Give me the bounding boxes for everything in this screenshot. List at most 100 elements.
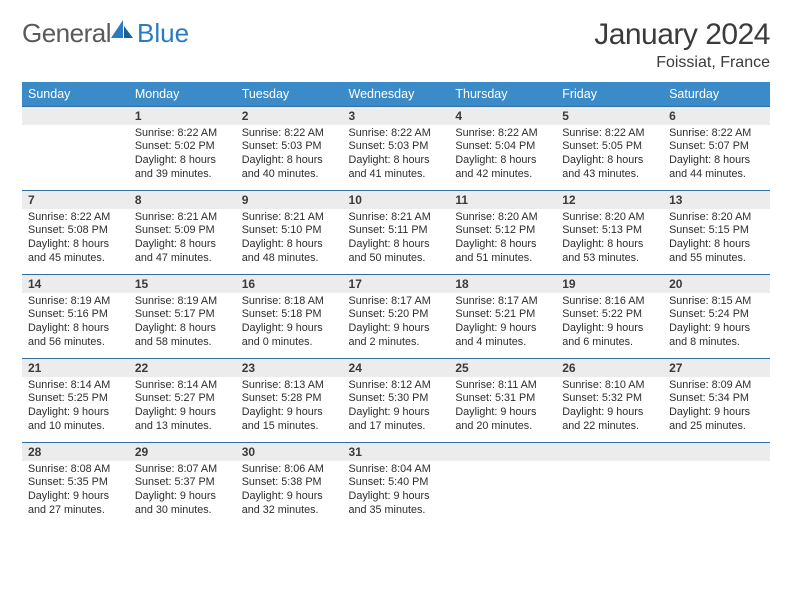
day-number-cell: 7 bbox=[22, 191, 129, 209]
day-info-cell: Sunrise: 8:22 AMSunset: 5:04 PMDaylight:… bbox=[449, 125, 556, 191]
day-info-cell: Sunrise: 8:20 AMSunset: 5:13 PMDaylight:… bbox=[556, 209, 663, 275]
sunset-text: Sunset: 5:05 PM bbox=[562, 140, 657, 154]
day-info-cell: Sunrise: 8:07 AMSunset: 5:37 PMDaylight:… bbox=[129, 461, 236, 527]
day-number-cell: 16 bbox=[236, 275, 343, 293]
sunset-text: Sunset: 5:08 PM bbox=[28, 224, 123, 238]
day-number-cell: 1 bbox=[129, 107, 236, 125]
location-label: Foissiat, France bbox=[594, 54, 770, 72]
daylight-text-2: and 55 minutes. bbox=[669, 252, 764, 266]
daylight-text-2: and 40 minutes. bbox=[242, 168, 337, 182]
day-info-cell: Sunrise: 8:21 AMSunset: 5:10 PMDaylight:… bbox=[236, 209, 343, 275]
sunrise-text: Sunrise: 8:22 AM bbox=[669, 127, 764, 141]
daylight-text-2: and 39 minutes. bbox=[135, 168, 230, 182]
day-info-cell: Sunrise: 8:09 AMSunset: 5:34 PMDaylight:… bbox=[663, 377, 770, 443]
daylight-text-1: Daylight: 8 hours bbox=[455, 154, 550, 168]
dow-fri: Friday bbox=[556, 82, 663, 107]
day-number-cell: 10 bbox=[343, 191, 450, 209]
daylight-text-2: and 41 minutes. bbox=[349, 168, 444, 182]
sunrise-text: Sunrise: 8:09 AM bbox=[669, 379, 764, 393]
daynum-row: 78910111213 bbox=[22, 191, 770, 209]
daylight-text-2: and 10 minutes. bbox=[28, 420, 123, 434]
sunrise-text: Sunrise: 8:06 AM bbox=[242, 463, 337, 477]
daylight-text-2: and 27 minutes. bbox=[28, 504, 123, 518]
daylight-text-2: and 42 minutes. bbox=[455, 168, 550, 182]
daylight-text-1: Daylight: 8 hours bbox=[135, 154, 230, 168]
day-number-cell: 26 bbox=[556, 359, 663, 377]
daylight-text-2: and 2 minutes. bbox=[349, 336, 444, 350]
sunrise-text: Sunrise: 8:22 AM bbox=[135, 127, 230, 141]
sunrise-text: Sunrise: 8:21 AM bbox=[349, 211, 444, 225]
daylight-text-2: and 25 minutes. bbox=[669, 420, 764, 434]
day-number-cell: 14 bbox=[22, 275, 129, 293]
daylight-text-1: Daylight: 9 hours bbox=[242, 406, 337, 420]
daylight-text-1: Daylight: 8 hours bbox=[28, 322, 123, 336]
logo-word-a: General bbox=[22, 18, 111, 48]
calendar-table: Sunday Monday Tuesday Wednesday Thursday… bbox=[22, 82, 770, 527]
sunrise-text: Sunrise: 8:16 AM bbox=[562, 295, 657, 309]
daylight-text-2: and 58 minutes. bbox=[135, 336, 230, 350]
sunrise-text: Sunrise: 8:12 AM bbox=[349, 379, 444, 393]
daylight-text-2: and 32 minutes. bbox=[242, 504, 337, 518]
sunrise-text: Sunrise: 8:19 AM bbox=[135, 295, 230, 309]
sunset-text: Sunset: 5:27 PM bbox=[135, 392, 230, 406]
day-info-cell: Sunrise: 8:04 AMSunset: 5:40 PMDaylight:… bbox=[343, 461, 450, 527]
sunrise-text: Sunrise: 8:19 AM bbox=[28, 295, 123, 309]
sunset-text: Sunset: 5:31 PM bbox=[455, 392, 550, 406]
info-row: Sunrise: 8:22 AMSunset: 5:02 PMDaylight:… bbox=[22, 125, 770, 191]
daylight-text-2: and 43 minutes. bbox=[562, 168, 657, 182]
dow-wed: Wednesday bbox=[343, 82, 450, 107]
day-number-cell bbox=[449, 443, 556, 461]
sunrise-text: Sunrise: 8:20 AM bbox=[562, 211, 657, 225]
day-info-cell: Sunrise: 8:22 AMSunset: 5:03 PMDaylight:… bbox=[343, 125, 450, 191]
day-info-cell: Sunrise: 8:10 AMSunset: 5:32 PMDaylight:… bbox=[556, 377, 663, 443]
day-number-cell: 12 bbox=[556, 191, 663, 209]
dow-tue: Tuesday bbox=[236, 82, 343, 107]
day-info-cell: Sunrise: 8:17 AMSunset: 5:21 PMDaylight:… bbox=[449, 293, 556, 359]
daylight-text-1: Daylight: 9 hours bbox=[135, 490, 230, 504]
day-number-cell bbox=[22, 107, 129, 125]
day-info-cell: Sunrise: 8:14 AMSunset: 5:27 PMDaylight:… bbox=[129, 377, 236, 443]
logo: General Blue bbox=[22, 18, 189, 46]
title-block: January 2024 Foissiat, France bbox=[594, 18, 770, 72]
daylight-text-1: Daylight: 9 hours bbox=[669, 322, 764, 336]
daylight-text-1: Daylight: 8 hours bbox=[28, 238, 123, 252]
daylight-text-1: Daylight: 9 hours bbox=[349, 490, 444, 504]
info-row: Sunrise: 8:22 AMSunset: 5:08 PMDaylight:… bbox=[22, 209, 770, 275]
day-number-cell: 13 bbox=[663, 191, 770, 209]
day-info-cell: Sunrise: 8:20 AMSunset: 5:15 PMDaylight:… bbox=[663, 209, 770, 275]
daylight-text-2: and 44 minutes. bbox=[669, 168, 764, 182]
daylight-text-2: and 0 minutes. bbox=[242, 336, 337, 350]
sunset-text: Sunset: 5:25 PM bbox=[28, 392, 123, 406]
daynum-row: 14151617181920 bbox=[22, 275, 770, 293]
daylight-text-2: and 20 minutes. bbox=[455, 420, 550, 434]
day-number-cell: 4 bbox=[449, 107, 556, 125]
day-info-cell: Sunrise: 8:22 AMSunset: 5:03 PMDaylight:… bbox=[236, 125, 343, 191]
sunset-text: Sunset: 5:10 PM bbox=[242, 224, 337, 238]
day-number-cell: 30 bbox=[236, 443, 343, 461]
info-row: Sunrise: 8:19 AMSunset: 5:16 PMDaylight:… bbox=[22, 293, 770, 359]
sunrise-text: Sunrise: 8:22 AM bbox=[242, 127, 337, 141]
daylight-text-1: Daylight: 8 hours bbox=[242, 238, 337, 252]
sunrise-text: Sunrise: 8:17 AM bbox=[455, 295, 550, 309]
daylight-text-1: Daylight: 9 hours bbox=[349, 406, 444, 420]
daylight-text-2: and 8 minutes. bbox=[669, 336, 764, 350]
sunset-text: Sunset: 5:11 PM bbox=[349, 224, 444, 238]
sunset-text: Sunset: 5:03 PM bbox=[349, 140, 444, 154]
sunrise-text: Sunrise: 8:10 AM bbox=[562, 379, 657, 393]
sunrise-text: Sunrise: 8:07 AM bbox=[135, 463, 230, 477]
dow-mon: Monday bbox=[129, 82, 236, 107]
day-info-cell: Sunrise: 8:17 AMSunset: 5:20 PMDaylight:… bbox=[343, 293, 450, 359]
day-number-cell: 23 bbox=[236, 359, 343, 377]
day-info-cell: Sunrise: 8:12 AMSunset: 5:30 PMDaylight:… bbox=[343, 377, 450, 443]
daylight-text-2: and 51 minutes. bbox=[455, 252, 550, 266]
logo-sail-icon bbox=[109, 18, 135, 40]
day-number-cell: 22 bbox=[129, 359, 236, 377]
daylight-text-1: Daylight: 8 hours bbox=[242, 154, 337, 168]
day-number-cell: 2 bbox=[236, 107, 343, 125]
day-number-cell: 29 bbox=[129, 443, 236, 461]
day-info-cell bbox=[556, 461, 663, 527]
day-number-cell bbox=[663, 443, 770, 461]
sunrise-text: Sunrise: 8:21 AM bbox=[135, 211, 230, 225]
daylight-text-1: Daylight: 8 hours bbox=[455, 238, 550, 252]
header: General Blue January 2024 Foissiat, Fran… bbox=[22, 18, 770, 72]
